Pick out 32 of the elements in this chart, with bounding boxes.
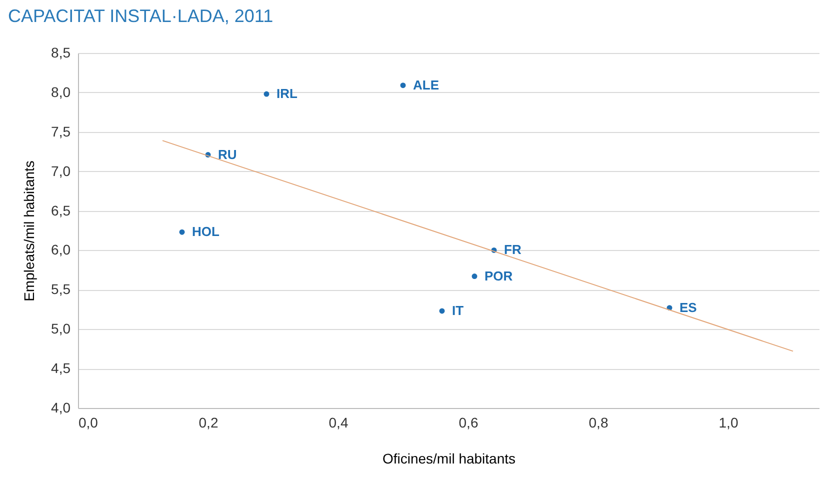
x-tick-label: 0,0 <box>78 414 98 430</box>
point <box>264 91 270 97</box>
point <box>179 229 185 235</box>
y-tick-label: 8,5 <box>51 44 71 60</box>
y-axis-title: Empleats/mil habitants <box>21 160 38 302</box>
x-tick-label: 0,2 <box>198 414 218 430</box>
annotation: POR <box>484 268 514 284</box>
annotation: FR <box>504 242 522 258</box>
annotation: ALE <box>413 77 440 92</box>
x-tick-label: 0,6 <box>458 414 478 430</box>
y-tick-label: 4,5 <box>51 360 71 376</box>
annotation: ES <box>680 300 698 315</box>
x-tick-label: 0,8 <box>588 414 608 430</box>
y-tick-label: 5,0 <box>51 320 71 337</box>
point <box>400 82 406 88</box>
annotation: IT <box>452 302 464 318</box>
y-tick-label: 8,0 <box>51 84 71 100</box>
y-tick-label: 5,5 <box>51 281 71 298</box>
annotation: IRL <box>276 86 298 102</box>
x-tick-label: 0,4 <box>328 414 348 430</box>
chart-title: CAPACITAT INSTAL·LADA, 2011 <box>8 6 274 26</box>
x-tick-label: 1,0 <box>718 414 738 430</box>
annotation: HOL <box>192 224 220 240</box>
y-tick-label: 7,0 <box>51 162 71 179</box>
y-tick-label: 6,5 <box>51 202 71 218</box>
annotation: RU <box>218 146 237 162</box>
y-tick-label: 7,5 <box>51 123 71 140</box>
point <box>439 308 445 314</box>
x-axis-title: Oficines/mil habitants <box>382 450 516 466</box>
point <box>472 274 478 279</box>
y-tick-label: 4,0 <box>51 400 71 416</box>
y-tick-label: 6,0 <box>51 242 71 258</box>
